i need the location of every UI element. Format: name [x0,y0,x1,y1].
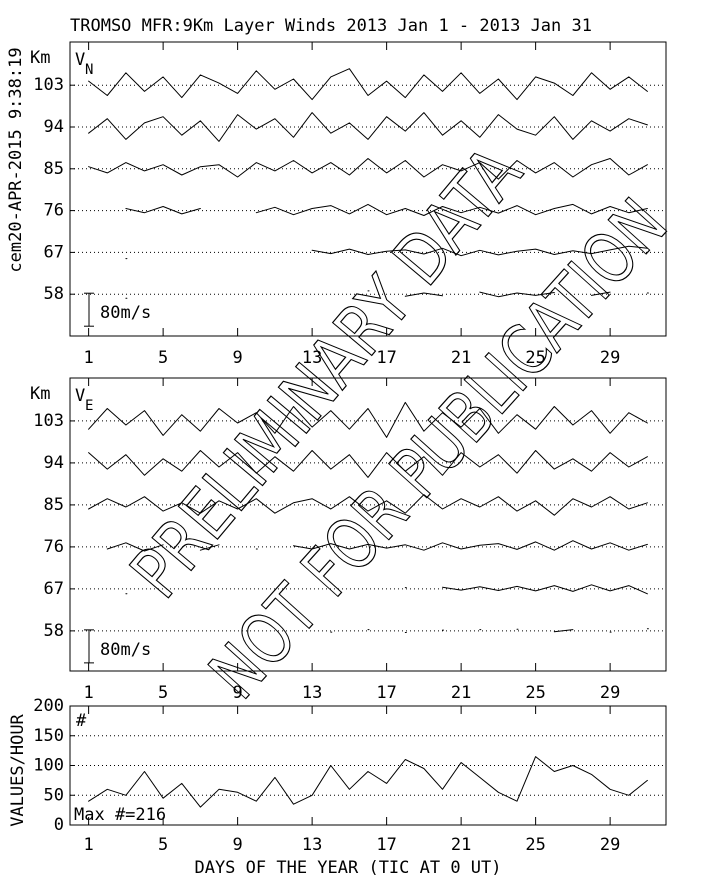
count-trace [88,756,648,808]
y-tick-label: 85 [44,159,64,179]
marker-label: # [76,711,87,731]
x-tick-label: 25 [525,683,545,703]
panel-label: V [75,50,85,70]
x-tick-label: 13 [302,835,322,855]
y-tick-label: 100 [33,756,64,776]
y-tick-label: 200 [33,696,64,716]
wind-trace [88,68,648,101]
x-tick-label: 29 [600,348,620,368]
y-tick-label: 103 [33,411,64,431]
x-tick-label: 29 [600,835,620,855]
x-tick-label: 17 [376,348,396,368]
y-tick-label: 85 [44,495,64,515]
y-tick-label: 76 [44,201,64,221]
y-tick-label: 50 [44,785,64,805]
chart-title: TROMSO MFR:9Km Layer Winds 2013 Jan 1 - … [70,16,592,36]
x-tick-label: 5 [158,683,168,703]
plot-frame [69,41,667,337]
plot-frame [69,377,667,672]
panel-label-sub: E [85,398,93,414]
y-tick-label: 67 [44,579,64,599]
wind-trace [88,494,648,516]
scale-bar-label: 80m/s [100,303,151,323]
wind-trace [125,584,648,595]
x-tick-label: 1 [84,835,94,855]
panel-label: V [75,386,85,406]
x-tick-label: 21 [451,348,471,368]
wind-trace [125,245,648,260]
x-tick-label: 1 [84,348,94,368]
x-tick-label: 5 [158,835,168,855]
x-tick-label: 1 [84,683,94,703]
wind-trace [88,450,648,478]
y-tick-label: 103 [33,75,64,95]
wind-trace [125,290,649,299]
wind-trace [88,401,648,438]
y-tick-label: 150 [33,726,64,746]
x-tick-label: 17 [376,835,396,855]
x-tick-label: 9 [233,835,243,855]
x-tick-label: 9 [233,683,243,703]
y-tick-label: 94 [44,453,64,473]
x-tick-label: 13 [302,683,322,703]
y-tick-label: 58 [44,284,64,304]
x-tick-label: 25 [525,348,545,368]
x-tick-label: 21 [451,683,471,703]
x-tick-label: 21 [451,835,471,855]
wind-trace [106,540,648,552]
panel-label-sub: N [85,62,93,78]
wind-trace [330,628,649,633]
y-tick-label: 58 [44,621,64,641]
y-tick-label: 94 [44,117,64,137]
y-tick-label: 67 [44,242,64,262]
x-tick-label: 25 [525,835,545,855]
wind-trace [88,158,648,180]
scale-bar-label: 80m/s [100,640,151,660]
max-label: Max #=216 [74,805,166,825]
y-tick-label: 76 [44,537,64,557]
x-axis-label: DAYS OF THE YEAR (TIC AT 0 UT) [194,858,501,877]
y-tick-label: 0 [54,815,64,835]
x-tick-label: 13 [302,348,322,368]
wind-trace [88,112,648,142]
y-axis-label: VALUES/HOUR [8,713,28,826]
x-tick-label: 29 [600,683,620,703]
wind-trace [125,203,648,216]
y-axis-label: Km [30,48,50,68]
y-axis-label: Km [30,384,50,404]
x-tick-label: 17 [376,683,396,703]
side-label: cem20-APR-2015 9:38:19 [6,47,26,272]
x-tick-label: 5 [158,348,168,368]
x-tick-label: 9 [233,348,243,368]
